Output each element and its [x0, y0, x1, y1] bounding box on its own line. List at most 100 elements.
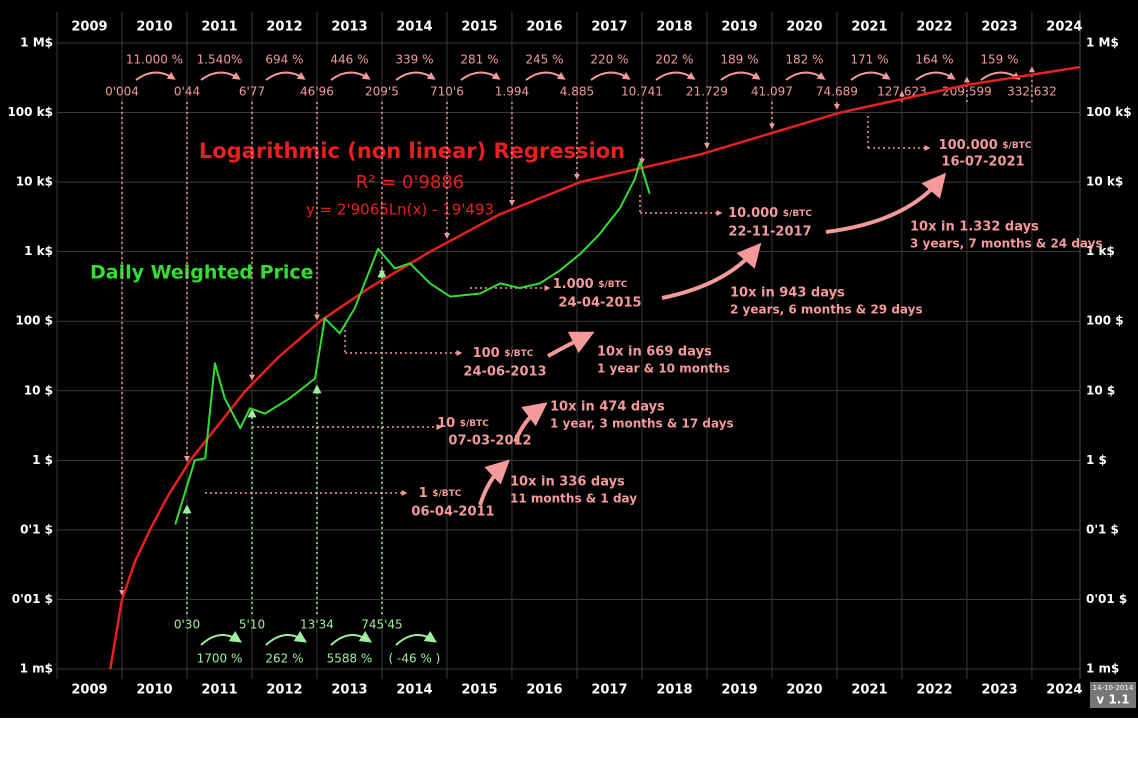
top-price: 1.994 — [495, 85, 529, 99]
x-tick-label: 2022 — [916, 683, 952, 698]
arrow — [478, 459, 511, 506]
y-tick-label: 100 $ — [1086, 314, 1124, 328]
milestone-price: 100.000 $/BTC — [939, 138, 1032, 153]
interval-days: 10x in 669 days — [597, 345, 712, 360]
top-growth: 159 % — [980, 53, 1018, 67]
x-tick-label: 2019 — [721, 683, 757, 698]
interval-span: 3 years, 7 months & 24 days — [910, 237, 1103, 251]
bottom-growth: 262 % — [265, 652, 303, 666]
y-tick-label: 10 $ — [24, 383, 53, 397]
x-tick-label: 2017 — [591, 20, 627, 35]
growth-arrow — [395, 71, 436, 81]
y-tick-label: 1 $ — [32, 453, 53, 467]
x-tick-label: 2011 — [201, 20, 237, 35]
top-price: 0'004 — [105, 85, 139, 99]
bottom-growth: 5588 % — [327, 652, 373, 666]
growth-arrow — [785, 71, 826, 81]
series-label: Daily Weighted Price — [90, 262, 314, 284]
y-tick-label: 10 $ — [1086, 383, 1115, 397]
top-price: 41.097 — [751, 85, 793, 99]
series-line — [109, 65, 1081, 670]
unit: $/BTC — [598, 280, 628, 290]
price: 10.000 — [728, 206, 778, 221]
x-tick-label: 2015 — [461, 20, 497, 35]
interval-days: 10x in 1.332 days — [910, 220, 1039, 235]
bottom-growth: 1700 % — [197, 652, 243, 666]
top-price: 21.729 — [686, 85, 728, 99]
interval-span: 2 years, 6 months & 29 days — [730, 303, 923, 317]
x-tick-label: 2013 — [331, 683, 367, 698]
milestone-date: 16-07-2021 — [941, 155, 1024, 170]
growth-arrow — [330, 71, 371, 81]
arrow — [547, 331, 595, 358]
y-tick-label: 0'01 $ — [1086, 592, 1127, 606]
regression-label: Logarithmic (non linear) Regression — [199, 139, 625, 163]
interval-span: 1 year & 10 months — [597, 362, 730, 376]
growth-arrow — [525, 71, 566, 81]
arrow — [661, 242, 762, 300]
milestone-date: 24-06-2013 — [463, 365, 546, 380]
bottom-price: 0'30 — [174, 618, 200, 632]
x-tick-label: 2023 — [981, 20, 1017, 35]
bottom-growth: ( -46 % ) — [389, 652, 441, 666]
milestone-price: 100 $/BTC — [473, 346, 534, 361]
equation: y = 2'9065Ln(x) - 19'493 — [306, 201, 494, 219]
growth-arrow — [850, 71, 891, 81]
y-tick-label: 0'01 $ — [12, 592, 53, 606]
growth-arrow — [590, 71, 631, 81]
x-tick-label: 2009 — [71, 20, 107, 35]
top-growth: 164 % — [915, 53, 953, 67]
x-tick-label: 2018 — [656, 683, 692, 698]
top-growth: 281 % — [460, 53, 498, 67]
price: 100.000 — [939, 138, 998, 153]
growth-arrow — [200, 71, 241, 81]
decorations — [478, 172, 947, 506]
top-price: 46'96 — [300, 85, 334, 99]
growth-arrow — [655, 71, 696, 81]
y-tick-label: 1 M$ — [1086, 36, 1119, 50]
x-tick-label: 2023 — [981, 683, 1017, 698]
top-growth: 446 % — [330, 53, 368, 67]
x-tick-label: 2014 — [396, 683, 432, 698]
price: 1 — [419, 486, 428, 501]
unit: $/BTC — [460, 419, 490, 429]
grid — [56, 12, 1081, 679]
x-tick-label: 2016 — [526, 683, 562, 698]
x-tick-label: 2017 — [591, 683, 627, 698]
growth-arrow — [200, 631, 243, 646]
interval-span: 11 months & 1 day — [510, 492, 637, 506]
top-price: 209'5 — [365, 85, 399, 99]
top-price: 0'44 — [174, 85, 200, 99]
y-tick-label: 0'1 $ — [20, 522, 53, 536]
top-price: 6'77 — [239, 85, 265, 99]
version-box — [1090, 682, 1136, 708]
x-tick-label: 2021 — [851, 20, 887, 35]
r-squared: R² = 0'9886 — [356, 172, 464, 193]
price: 100 — [473, 346, 500, 361]
top-price: 10.741 — [621, 85, 663, 99]
growth-arrow — [135, 71, 176, 81]
growth-arrow — [460, 71, 501, 81]
top-growth: 1.540% — [197, 53, 243, 67]
milestone-date: 06-04-2011 — [411, 505, 494, 520]
growth-arrow — [395, 631, 437, 646]
y-tick-label: 1 m$ — [20, 662, 53, 676]
growth-arrow — [330, 631, 372, 646]
milestone-date: 24-04-2015 — [558, 296, 641, 311]
series-line — [174, 160, 651, 525]
x-tick-label: 2011 — [201, 683, 237, 698]
x-tick-label: 2019 — [721, 20, 757, 35]
arrow — [513, 402, 548, 443]
y-tick-label: 1 k$ — [24, 244, 53, 258]
growth-arrow — [720, 71, 761, 81]
y-tick-label: 100 k$ — [7, 105, 53, 119]
x-tick-label: 2013 — [331, 20, 367, 35]
top-price: 710'6 — [430, 85, 464, 99]
x-tick-label: 2021 — [851, 683, 887, 698]
x-tick-label: 2012 — [266, 683, 302, 698]
background — [0, 0, 1138, 718]
bottom-price: 5'10 — [239, 618, 265, 632]
top-growth: 182 % — [785, 53, 823, 67]
unit: $/BTC — [1002, 141, 1032, 151]
interval-span: 1 year, 3 months & 17 days — [550, 417, 734, 431]
